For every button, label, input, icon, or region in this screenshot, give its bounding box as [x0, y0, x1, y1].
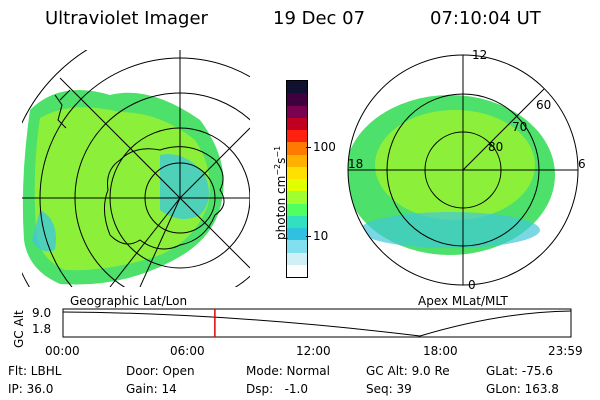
- colorbar-segment: [287, 166, 307, 179]
- mlt-label-12: 12: [472, 48, 488, 62]
- mlat-label-80: 80: [488, 140, 504, 154]
- colorbar-tick-100: [306, 147, 311, 148]
- colorbar-segment: [287, 264, 307, 277]
- mlt-label-18: 18: [348, 157, 364, 171]
- timeline-ylabel: GC Alt: [12, 310, 26, 348]
- app-title: Ultraviolet Imager: [45, 8, 208, 29]
- antarctica-coastline: [104, 146, 225, 250]
- new-zealand-coastline: [54, 89, 71, 129]
- colorbar-segment: [287, 191, 307, 204]
- colorbar-segment: [287, 142, 307, 155]
- colorbar-segment: [287, 228, 307, 241]
- colorbar-segment: [287, 117, 307, 130]
- param-dsp: Dsp: -1.0: [246, 382, 309, 396]
- right-map-caption: Apex MLat/MLT: [418, 294, 508, 308]
- timeline-y-low: 1.8: [32, 322, 52, 336]
- colorbar-segment: [287, 81, 307, 94]
- colorbar: [286, 80, 308, 278]
- param-gcalt: GC Alt: 9.0 Re: [366, 364, 450, 378]
- timeline-tick-2: 12:00: [296, 344, 331, 358]
- colorbar-label-10: 10: [313, 229, 329, 243]
- left-map-caption: Geographic Lat/Lon: [70, 294, 188, 308]
- colorbar-segment: [287, 179, 307, 192]
- param-glat: GLat: -75.6: [486, 364, 553, 378]
- colorbar-segment: [287, 105, 307, 118]
- param-seq: Seq: 39: [366, 382, 412, 396]
- colorbar-label-100: 100: [313, 140, 336, 154]
- timeline-tick-3: 18:00: [423, 344, 458, 358]
- colorbar-segment: [287, 203, 307, 216]
- timeline-tick-0: 00:00: [45, 344, 80, 358]
- date-text: 19 Dec 07: [273, 8, 366, 29]
- mlt-label-6: 6: [578, 157, 586, 171]
- colorbar-segment: [287, 240, 307, 253]
- param-glon: GLon: 163.8: [486, 382, 559, 396]
- timeline-y-high: 9.0: [32, 306, 52, 320]
- timeline-tick-1: 06:00: [170, 344, 205, 358]
- colorbar-segment: [287, 93, 307, 106]
- colorbar-segment: [287, 215, 307, 228]
- timeline-tick-4: 23:59: [548, 344, 583, 358]
- param-mode: Mode: Normal: [246, 364, 330, 378]
- param-flt: Flt: LBHL: [8, 364, 62, 378]
- colorbar-segment: [287, 252, 307, 265]
- colorbar-tick-10: [306, 236, 311, 237]
- altitude-curve: [62, 310, 572, 337]
- colorbar-segment: [287, 130, 307, 143]
- mlat-label-70: 70: [512, 120, 528, 134]
- param-gain: Gain: 14: [126, 382, 177, 396]
- time-text: 07:10:04 UT: [430, 8, 541, 29]
- param-door: Door: Open: [126, 364, 195, 378]
- param-ip: IP: 36.0: [8, 382, 54, 396]
- colorbar-segment: [287, 154, 307, 167]
- aurora-cyan-patches: [32, 154, 209, 252]
- mlat-label-60: 60: [536, 98, 552, 112]
- mlt-label-0: 0: [468, 278, 476, 292]
